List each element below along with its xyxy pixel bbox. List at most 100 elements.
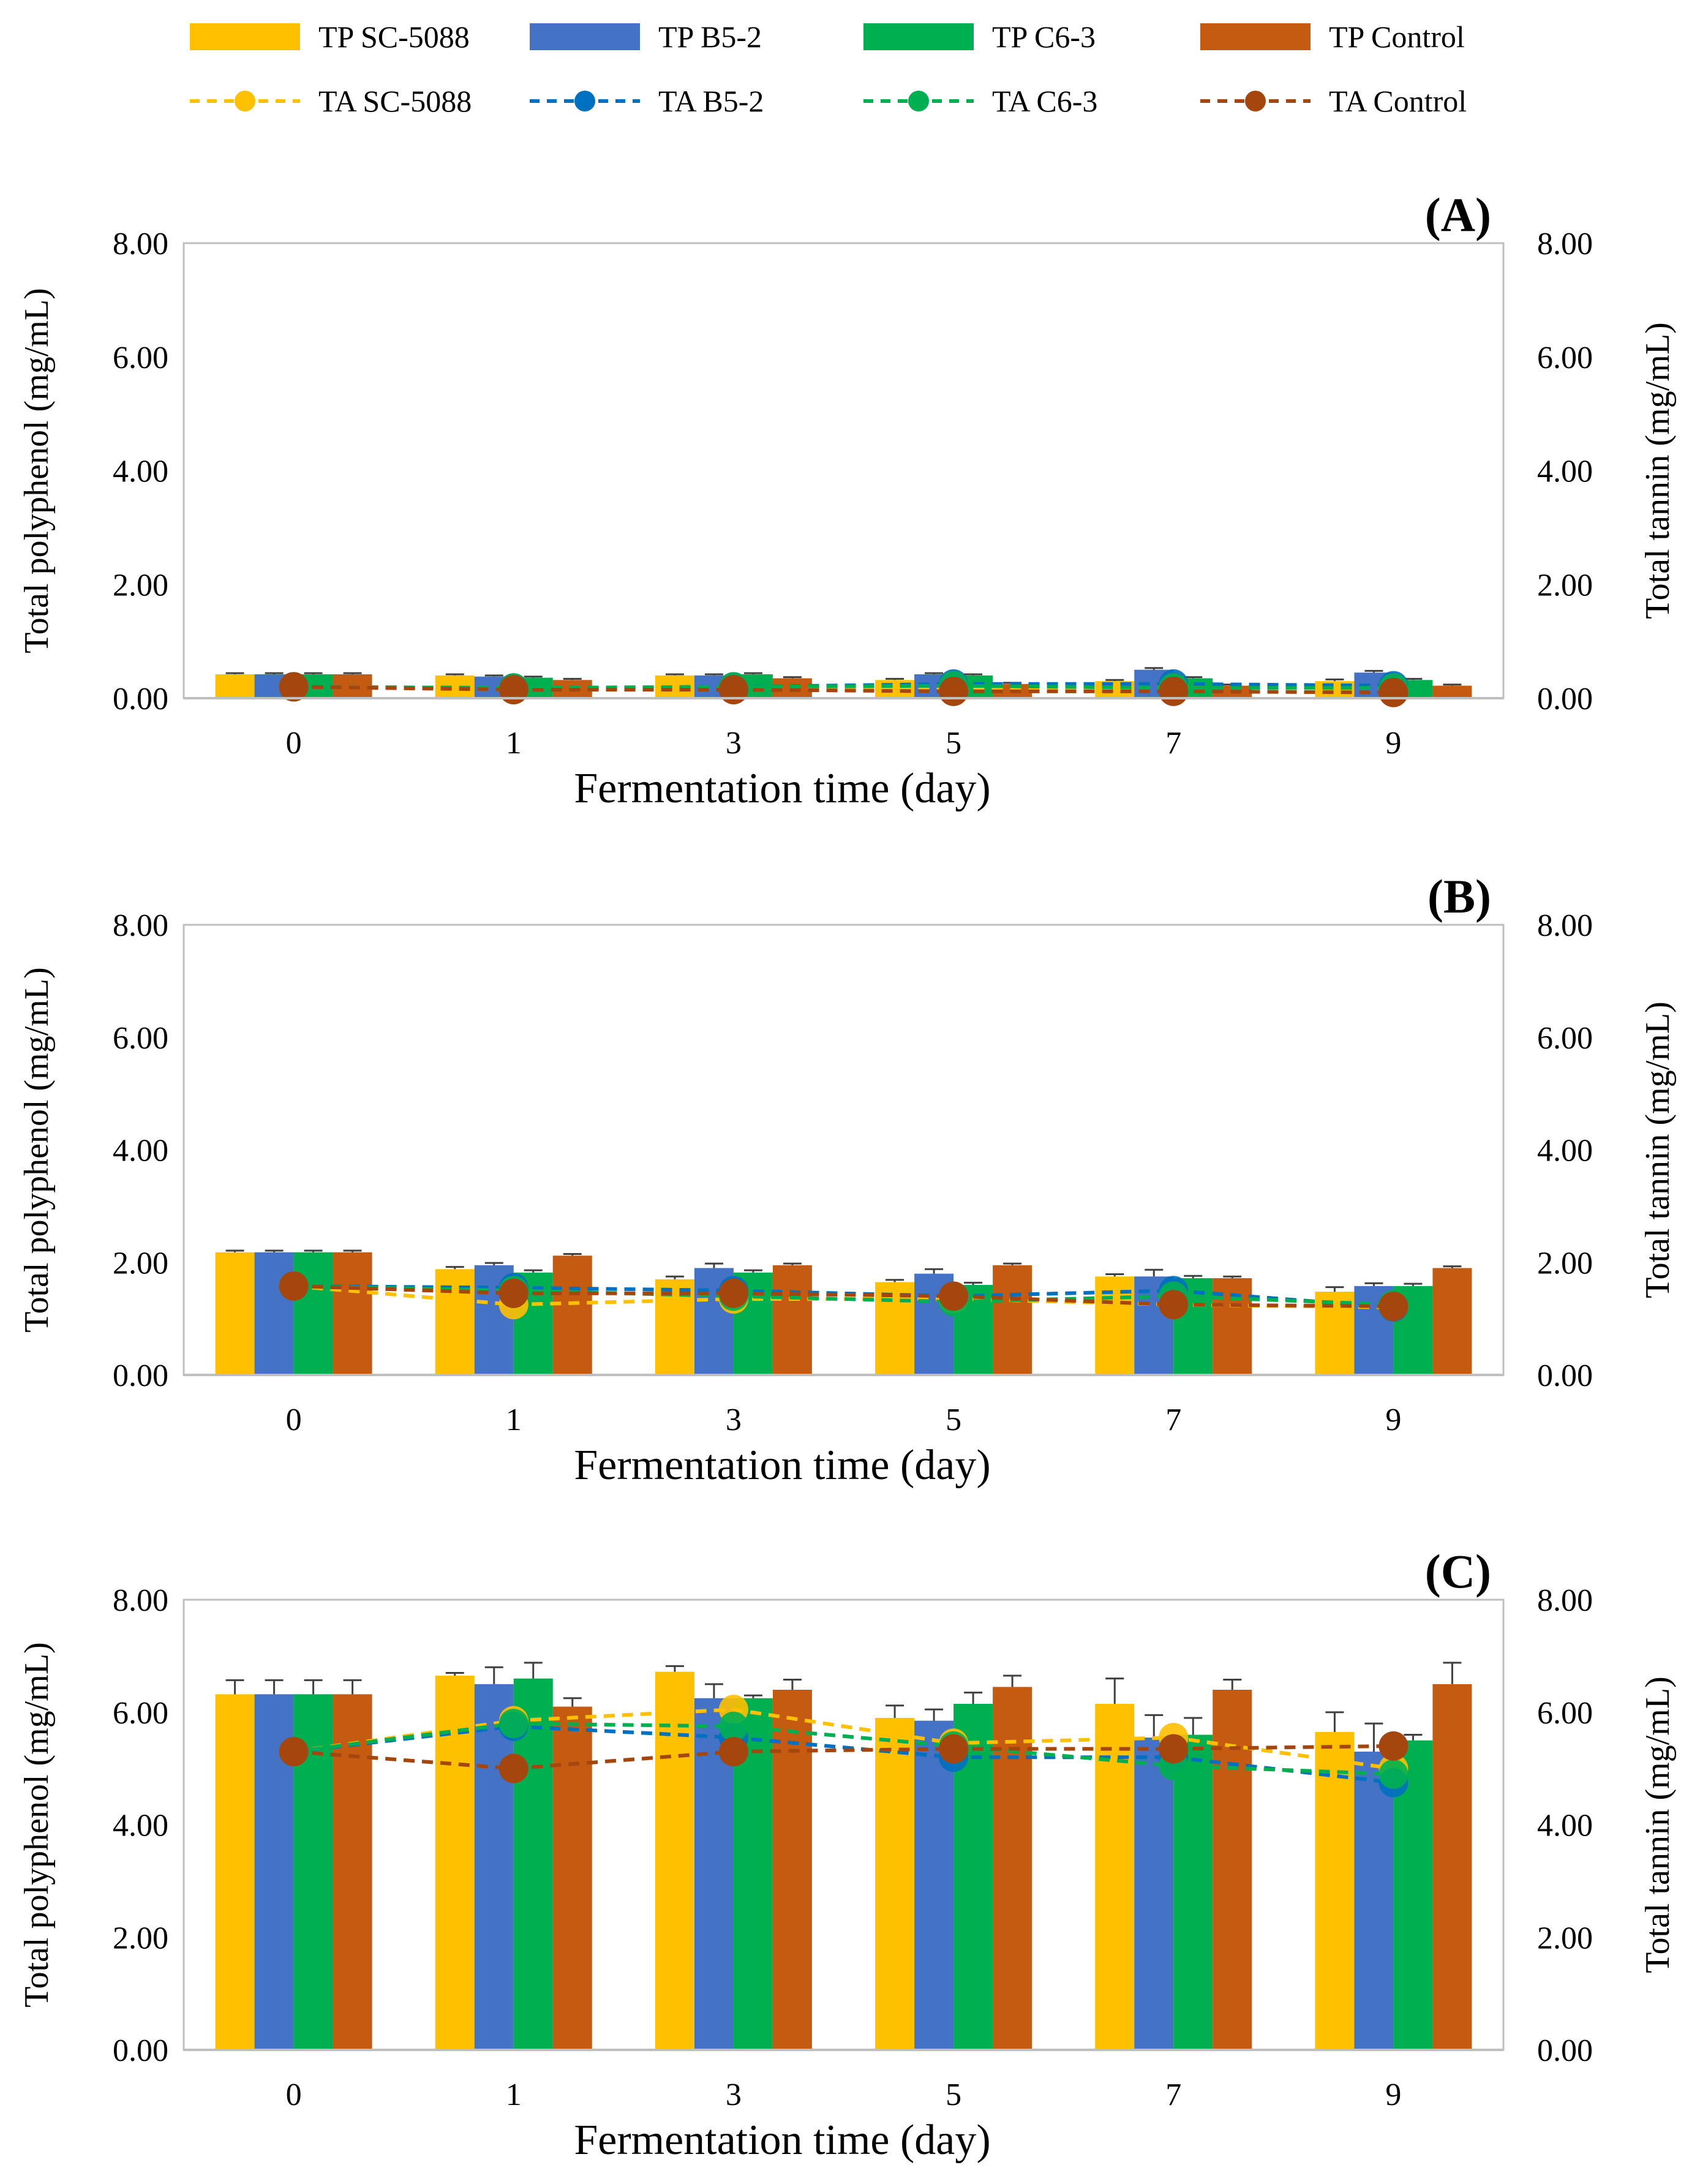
legend-label: TP Control [1329, 20, 1465, 54]
tannin-point [939, 1734, 969, 1764]
legend-swatch-bar [1200, 23, 1311, 50]
x-tick-label: 0 [286, 726, 302, 761]
bar [1432, 1268, 1472, 1375]
legend-label: TP B5-2 [658, 20, 762, 54]
legend-item: TA SC-5088 [190, 84, 472, 118]
y2-tick-label: 0.00 [1537, 1358, 1593, 1393]
tannin-point [279, 1271, 309, 1301]
bar [1315, 1731, 1355, 2050]
bar [215, 674, 255, 698]
legend-label: TA C6-3 [992, 84, 1097, 118]
bar [513, 1678, 553, 2050]
bar [333, 1252, 372, 1375]
y-tick-label: 0.00 [113, 2033, 168, 2068]
y2-tick-label: 4.00 [1537, 1809, 1593, 1843]
x-tick-label: 1 [506, 1403, 522, 1437]
legend-swatch-marker [235, 91, 255, 111]
x-tick-label: 0 [286, 2077, 302, 2112]
bar [552, 1256, 592, 1375]
y-tick-label: 2.00 [113, 1921, 168, 1956]
x-tick-label: 5 [946, 726, 961, 761]
legend-label: TA B5-2 [658, 84, 764, 118]
tannin-point [718, 1737, 748, 1767]
y2-tick-label: 2.00 [1537, 1246, 1593, 1281]
chart-panel: 0.00 2.00 4.00 6.00 8.00 0.00 2.00 4.00 6.00 8.00… [18, 1545, 1677, 2164]
tannin-point [718, 675, 748, 705]
x-tick-label: 7 [1165, 726, 1181, 761]
legend-item: TP Control [1200, 20, 1465, 54]
legend-item: TP SC-5088 [190, 20, 470, 54]
bar [474, 1684, 514, 2050]
y-tick-label: 4.00 [113, 454, 168, 489]
legend-swatch-marker [1245, 91, 1266, 111]
tannin-point [498, 675, 528, 705]
bar [914, 1720, 954, 2050]
x-tick-label: 5 [946, 2077, 961, 2112]
y2-axis-title: Total tannin (mg/mL) [1639, 322, 1677, 619]
legend-label: TA SC-5088 [318, 84, 472, 118]
tannin-point [1159, 1734, 1189, 1764]
chart-panel: 0.00 2.00 4.00 6.00 8.00 0.00 2.00 4.00 6.00 8.00… [18, 188, 1677, 812]
x-axis-title: Fermentation time (day) [574, 1442, 990, 1489]
y2-tick-label: 2.00 [1537, 1921, 1593, 1956]
y2-tick-label: 8.00 [1537, 908, 1593, 943]
x-axis-title: Fermentation time (day) [574, 765, 990, 812]
tannin-point [498, 1278, 528, 1308]
panel-label: (C) [1425, 1545, 1491, 1598]
legend: TP SC-5088 TP B5-2 TP C6-3 TP Control TA SC-… [190, 20, 1467, 118]
x-tick-label: 9 [1385, 726, 1401, 761]
y2-tick-label: 2.00 [1537, 568, 1593, 603]
chart-panel: 0.00 2.00 4.00 6.00 8.00 0.00 2.00 4.00 6.00 8.00… [18, 870, 1677, 1489]
y-tick-label: 8.00 [113, 227, 168, 262]
tannin-point [498, 1753, 528, 1783]
y-tick-label: 4.00 [113, 1809, 168, 1843]
tannin-point [718, 1711, 748, 1741]
y-axis-title: Total polyphenol (mg/mL) [18, 288, 56, 653]
tannin-point [279, 672, 309, 702]
legend-swatch-bar [530, 23, 640, 50]
bar [655, 1671, 694, 2050]
legend-swatch-bar [190, 23, 300, 50]
y-tick-label: 4.00 [113, 1134, 168, 1169]
tannin-point [939, 1281, 969, 1311]
tannin-point [1378, 1731, 1409, 1761]
y-tick-label: 8.00 [113, 1583, 168, 1618]
tannin-point [498, 1709, 528, 1739]
y2-axis-title: Total tannin (mg/mL) [1639, 1001, 1677, 1298]
legend-item: TP B5-2 [530, 20, 762, 54]
chart-panels: 0.00 2.00 4.00 6.00 8.00 0.00 2.00 4.00 6.00 8.00… [18, 188, 1677, 2164]
legend-item: TA C6-3 [863, 84, 1097, 118]
x-tick-label: 7 [1165, 1403, 1181, 1437]
bar [293, 1252, 333, 1375]
bar [254, 1252, 294, 1375]
bar [215, 1694, 255, 2050]
y2-tick-label: 0.00 [1537, 2033, 1593, 2068]
bar [435, 1676, 475, 2050]
y2-tick-label: 6.00 [1537, 1696, 1593, 1731]
legend-swatch-marker [574, 91, 595, 111]
tannin-line [293, 1708, 1394, 1771]
plot-area [182, 242, 1505, 699]
legend-item: TA Control [1200, 84, 1467, 118]
y-tick-label: 2.00 [113, 568, 168, 603]
panel-label: (B) [1427, 870, 1491, 923]
bar [1213, 1690, 1252, 2050]
panel-label: (A) [1425, 188, 1491, 241]
y-tick-label: 0.00 [113, 1358, 168, 1393]
bar [1354, 1752, 1394, 2050]
tannin-point [1378, 1759, 1409, 1789]
x-tick-label: 3 [726, 1403, 742, 1437]
x-tick-label: 3 [726, 2077, 742, 2112]
y-axis-title: Total polyphenol (mg/mL) [18, 967, 56, 1332]
legend-label: TP SC-5088 [318, 20, 470, 54]
tannin-point [1159, 1290, 1189, 1320]
y-tick-label: 2.00 [113, 1246, 168, 1281]
x-tick-label: 0 [286, 1403, 302, 1437]
y2-tick-label: 8.00 [1537, 1583, 1593, 1618]
bar [552, 1706, 592, 2050]
bar [875, 1717, 915, 2050]
bar [435, 1269, 475, 1375]
tannin-line [293, 1724, 1394, 1785]
bar [1173, 1734, 1213, 2050]
